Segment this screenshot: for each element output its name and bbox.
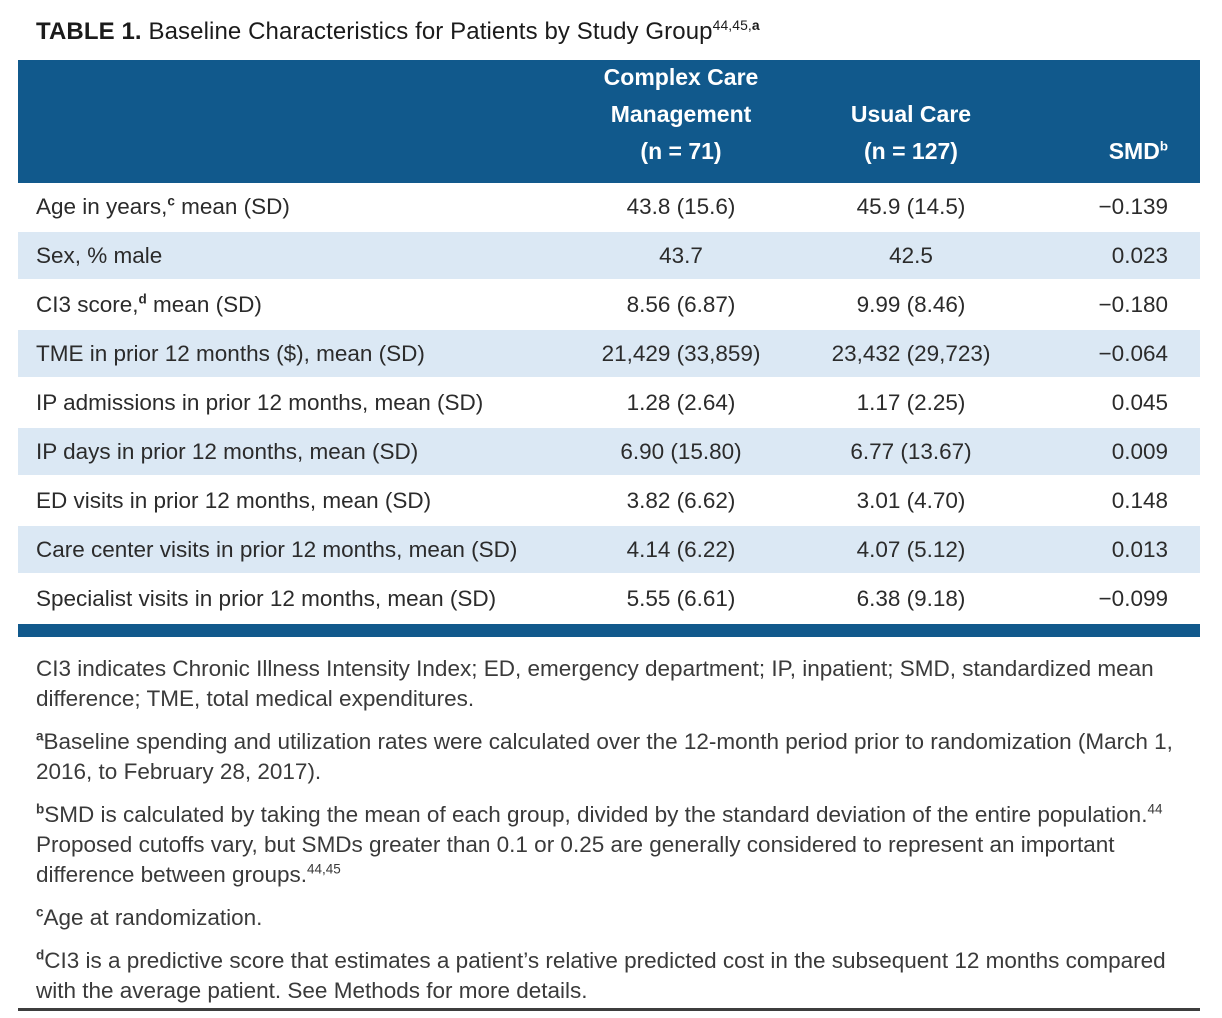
cell-complex-care-management: 5.55 (6.61) — [626, 585, 736, 611]
table-row: IP days in prior 12 months, mean (SD) 6.… — [18, 428, 1200, 477]
row-footnote-marker: c — [167, 193, 175, 208]
row-label: ED visits in prior 12 months, mean (SD) — [36, 487, 432, 513]
smd-footnote-marker: b — [1159, 138, 1168, 154]
baseline-characteristics-table: Complex Care Management (n = 71) Usual C… — [18, 60, 1200, 624]
table-title-text: Baseline Characteristics for Patients by… — [141, 18, 713, 45]
footnote-b: bSMD is calculated by taking the mean of… — [36, 801, 1163, 887]
row-label: CI3 score,d mean (SD) — [36, 291, 262, 317]
table-row: IP admissions in prior 12 months, mean (… — [18, 379, 1200, 428]
cell-complex-care-management: 4.14 (6.22) — [626, 536, 736, 562]
cell-smd: 0.045 — [1111, 389, 1168, 415]
row-label: IP admissions in prior 12 months, mean (… — [36, 389, 484, 415]
table-row: ED visits in prior 12 months, mean (SD) … — [18, 477, 1200, 526]
cell-usual-care: 6.77 (13.67) — [850, 438, 972, 464]
header-cell-smd: SMDb — [1108, 138, 1168, 164]
bottom-rule — [18, 1008, 1200, 1011]
header-cell-complex-care-management: Complex Care Management (n = 71) — [603, 64, 759, 164]
cell-usual-care: 1.17 (2.25) — [856, 389, 966, 415]
footnote-marker: b — [36, 801, 45, 817]
cell-smd: 0.013 — [1111, 536, 1168, 562]
table-header-row: Complex Care Management (n = 71) Usual C… — [18, 60, 1200, 183]
table-row: Care center visits in prior 12 months, m… — [18, 526, 1200, 575]
cell-complex-care-management: 43.7 — [659, 242, 703, 268]
cell-complex-care-management: 6.90 (15.80) — [620, 438, 742, 464]
cell-smd: −0.180 — [1098, 291, 1168, 317]
cell-smd: −0.064 — [1098, 340, 1168, 366]
row-label: Specialist visits in prior 12 months, me… — [36, 585, 497, 611]
cell-usual-care: 42.5 — [889, 242, 933, 268]
title-footnote-marker: a — [751, 17, 760, 33]
cell-smd: −0.099 — [1098, 585, 1168, 611]
cell-usual-care: 4.07 (5.12) — [856, 536, 966, 562]
table-row: CI3 score,d mean (SD) 8.56 (6.87) 9.99 (… — [18, 281, 1200, 330]
citation-ref: 44,45 — [307, 861, 341, 877]
cell-usual-care: 9.99 (8.46) — [856, 291, 966, 317]
cell-complex-care-management: 21,429 (33,859) — [601, 340, 761, 366]
cell-usual-care: 23,432 (29,723) — [831, 340, 991, 366]
footnote-marker: c — [36, 904, 44, 920]
table-footer-separator-bar — [18, 624, 1200, 637]
footnote-marker: d — [36, 947, 45, 963]
table-number-label: TABLE 1. — [36, 18, 142, 45]
table-row: Specialist visits in prior 12 months, me… — [18, 575, 1200, 624]
row-footnote-marker: d — [138, 291, 147, 306]
row-label: Sex, % male — [36, 242, 163, 268]
cell-complex-care-management: 8.56 (6.87) — [626, 291, 736, 317]
footnote-a: aBaseline spending and utilization rates… — [36, 728, 1173, 784]
row-label: TME in prior 12 months ($), mean (SD) — [36, 340, 425, 366]
footnote-marker: a — [36, 728, 44, 744]
table-row: Sex, % male 43.7 42.5 0.023 — [18, 232, 1200, 281]
page-title: TABLE 1. Baseline Characteristics for Pa… — [36, 16, 1202, 48]
cell-smd: 0.023 — [1111, 242, 1168, 268]
row-label: Age in years,c mean (SD) — [36, 193, 290, 219]
title-citation-superscript: 44,45, — [712, 17, 752, 33]
cell-usual-care: 45.9 (14.5) — [856, 193, 966, 219]
cell-usual-care: 6.38 (9.18) — [856, 585, 966, 611]
citation-ref: 44 — [1147, 801, 1163, 817]
cell-usual-care: 3.01 (4.70) — [856, 487, 966, 513]
cell-smd: −0.139 — [1098, 193, 1168, 219]
table-row: TME in prior 12 months ($), mean (SD) 21… — [18, 330, 1200, 379]
cell-complex-care-management: 3.82 (6.62) — [626, 487, 736, 513]
footnote-c: cAge at randomization. — [36, 904, 263, 930]
row-label: Care center visits in prior 12 months, m… — [36, 536, 518, 562]
cell-smd: 0.148 — [1111, 487, 1168, 513]
cell-smd: 0.009 — [1111, 438, 1168, 464]
table-row: Age in years,c mean (SD) 43.8 (15.6) 45.… — [18, 183, 1200, 232]
footnote-d: dCI3 is a predictive score that estimate… — [36, 947, 1166, 1003]
cell-complex-care-management: 43.8 (15.6) — [626, 193, 736, 219]
cell-complex-care-management: 1.28 (2.64) — [626, 389, 736, 415]
header-cell-usual-care: Usual Care (n = 127) — [850, 101, 972, 164]
row-label: IP days in prior 12 months, mean (SD) — [36, 438, 419, 464]
footnote-abbreviations: CI3 indicates Chronic Illness Intensity … — [36, 656, 1154, 711]
table-footnotes: CI3 indicates Chronic Illness Intensity … — [36, 654, 1186, 1006]
